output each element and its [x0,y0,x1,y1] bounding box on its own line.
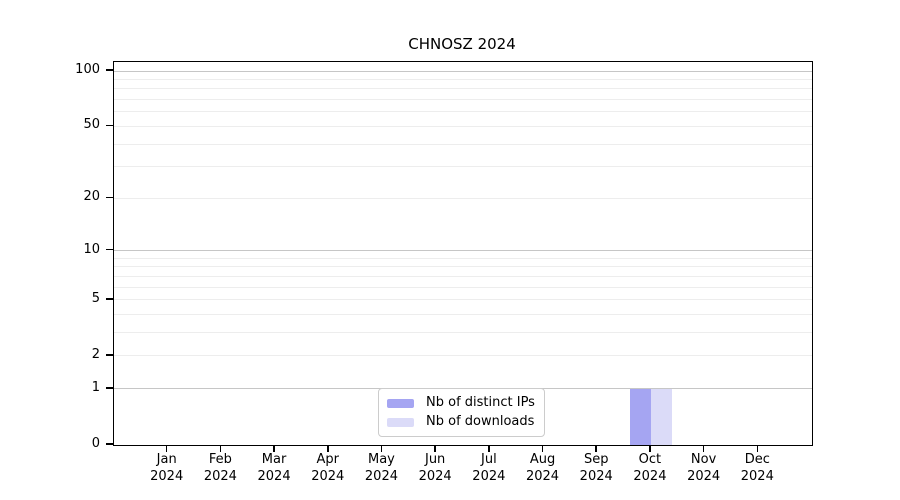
y-tick-10 [106,248,113,251]
bar-nb-of-distinct-ips-oct [629,388,651,445]
x-tick-label-jan: Jan 2024 [150,452,184,484]
gridline-4 [114,314,812,316]
gridline-50 [114,125,812,127]
gridline-60 [114,111,812,113]
legend-swatch-distinct-ips [387,398,414,408]
gridline-9 [114,257,812,259]
x-tick-label-jun: Jun 2024 [418,452,452,484]
y-tick-label-20: 20 [83,189,100,205]
legend: Nb of distinct IPs Nb of downloads [378,388,545,437]
y-tick-label-2: 2 [91,346,100,362]
y-tick-20 [106,196,113,199]
x-tick-label-dec: Dec 2024 [740,452,774,484]
y-tick-label-50: 50 [83,117,100,133]
gridline-90 [114,79,812,81]
x-tick-label-jul: Jul 2024 [472,452,506,484]
x-tick-aug [541,445,544,452]
legend-item-distinct-ips: Nb of distinct IPs [387,395,535,411]
gridline-8 [114,266,812,268]
x-tick-dec [756,445,759,452]
x-tick-jun [434,445,436,452]
y-tick-100 [106,69,113,71]
y-tick-1 [106,387,113,389]
y-tick-label-100: 100 [75,62,100,78]
gridline-10 [114,250,812,252]
gridline-6 [114,286,812,288]
plot-area [113,61,813,446]
gridline-30 [114,166,812,168]
x-tick-oct [649,445,651,452]
x-tick-jul [488,445,490,452]
gridline-3 [114,332,812,334]
chart-title: CHNOSZ 2024 [408,35,516,53]
x-tick-mar [273,445,275,452]
y-tick-label-10: 10 [83,241,100,257]
y-tick-0 [106,443,113,445]
gridline-80 [114,88,812,90]
y-tick-label-0: 0 [91,436,100,451]
x-tick-feb [219,445,222,452]
legend-item-downloads: Nb of downloads [387,414,535,430]
x-tick-label-sep: Sep 2024 [579,452,613,484]
x-tick-label-mar: Mar 2024 [257,452,291,484]
y-tick-50 [106,124,113,127]
legend-label-distinct-ips: Nb of distinct IPs [426,395,535,410]
y-tick-label-5: 5 [91,290,100,306]
gridline-5 [114,299,812,301]
x-tick-label-apr: Apr 2024 [311,452,345,484]
y-tick-label-1: 1 [91,379,100,395]
gridline-40 [114,143,812,145]
gridline-70 [114,99,812,101]
y-tick-5 [106,298,113,300]
x-tick-apr [327,445,329,452]
x-tick-jan [165,445,168,452]
x-tick-label-oct: Oct 2024 [633,452,667,484]
x-tick-label-feb: Feb 2024 [203,452,237,484]
gridline-20 [114,197,812,199]
gridline-7 [114,276,812,278]
x-tick-nov [702,445,705,452]
bar-nb-of-downloads-oct [650,388,672,445]
y-tick-2 [106,354,113,356]
legend-swatch-downloads [387,417,414,427]
gridline-2 [114,355,812,357]
x-tick-label-nov: Nov 2024 [687,452,721,484]
x-tick-label-may: May 2024 [364,452,398,484]
x-tick-label-aug: Aug 2024 [525,452,560,484]
gridline-100 [114,70,812,72]
legend-label-downloads: Nb of downloads [426,414,535,429]
x-tick-may [380,445,383,452]
x-tick-sep [595,445,597,452]
